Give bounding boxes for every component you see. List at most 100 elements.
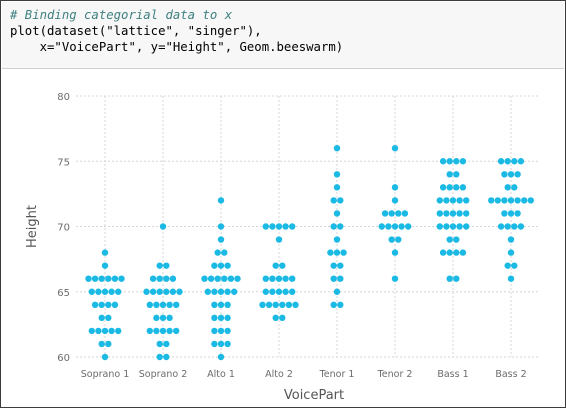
data-point (204, 288, 211, 295)
data-point (95, 288, 102, 295)
x-tick-label: Alto 1 (207, 369, 235, 380)
data-point (494, 197, 501, 204)
data-point (265, 301, 273, 308)
data-point (501, 197, 508, 204)
data-point (217, 314, 225, 322)
data-point (446, 184, 453, 191)
data-point (217, 197, 225, 204)
data-point (234, 275, 241, 282)
data-point (272, 262, 279, 269)
data-point (282, 288, 289, 295)
data-point (289, 288, 296, 295)
data-point (279, 262, 286, 269)
data-point (217, 288, 225, 295)
data-point (217, 327, 225, 335)
data-point (443, 210, 450, 217)
data-point (115, 327, 122, 335)
data-point (282, 223, 289, 230)
data-point (105, 340, 112, 348)
data-point (514, 197, 521, 204)
data-point (443, 223, 450, 230)
data-point (166, 301, 173, 308)
data-point (105, 301, 112, 308)
data-point (91, 275, 99, 282)
data-point (401, 210, 409, 217)
y-tick-label: 60 (57, 353, 70, 364)
data-point (459, 249, 467, 256)
x-tick-label: Tenor 2 (377, 369, 413, 380)
data-point (224, 314, 231, 322)
data-point (511, 262, 518, 269)
data-point (333, 171, 341, 178)
data-point (259, 301, 266, 308)
data-point (507, 171, 515, 178)
data-point (517, 223, 525, 230)
data-point (275, 288, 283, 295)
data-point (221, 249, 228, 256)
data-point (217, 301, 225, 308)
x-tick-label: Tenor 1 (319, 369, 355, 380)
data-point (224, 288, 231, 295)
data-point (211, 262, 218, 269)
code-cell[interactable]: # Binding categorial data to x plot(data… (2, 2, 564, 69)
data-point (217, 340, 225, 348)
data-point (163, 288, 170, 295)
data-point (275, 236, 283, 243)
data-point (453, 184, 460, 191)
data-point (391, 145, 399, 152)
data-point (385, 223, 392, 230)
x-tick-label: Bass 2 (495, 369, 526, 380)
data-point (453, 275, 460, 282)
data-point (446, 236, 453, 243)
data-point (98, 301, 105, 308)
data-point (453, 249, 460, 256)
data-point (91, 301, 99, 308)
data-point (98, 314, 105, 322)
data-point (456, 197, 463, 204)
data-point (504, 184, 511, 191)
data-point (337, 223, 344, 230)
data-point (224, 340, 231, 348)
data-point (279, 314, 286, 322)
data-point (159, 301, 167, 308)
data-point (446, 249, 453, 256)
data-point (156, 262, 163, 269)
data-point (115, 288, 122, 295)
data-point (105, 314, 112, 322)
data-point (166, 327, 173, 335)
code-line-plot-args: x="VoicePart", y="Height", Geom.beeswarm… (10, 40, 344, 54)
data-point (156, 288, 163, 295)
data-point (436, 197, 443, 204)
data-point (118, 275, 125, 282)
x-tick-label: Alto 2 (265, 369, 293, 380)
data-point (275, 275, 283, 282)
data-point (459, 158, 467, 165)
data-point (224, 327, 231, 335)
data-point (163, 275, 170, 282)
data-point (111, 275, 119, 282)
data-point (163, 262, 170, 269)
data-point (333, 236, 341, 243)
data-point (146, 301, 153, 308)
data-point (101, 353, 109, 361)
data-point (501, 171, 508, 178)
data-point (269, 223, 276, 230)
data-point (504, 158, 511, 165)
y-axis-label: Height (25, 205, 40, 248)
data-point (388, 210, 395, 217)
data-point (173, 327, 180, 335)
data-point (217, 353, 225, 361)
data-point (272, 301, 279, 308)
data-point (381, 210, 389, 217)
y-tick-label: 70 (57, 223, 70, 234)
data-point (507, 249, 515, 256)
data-point (101, 249, 109, 256)
data-point (511, 223, 518, 230)
data-point (224, 262, 231, 269)
data-point (330, 301, 337, 308)
data-point (153, 327, 160, 335)
data-point (98, 340, 105, 348)
data-point (85, 275, 92, 282)
